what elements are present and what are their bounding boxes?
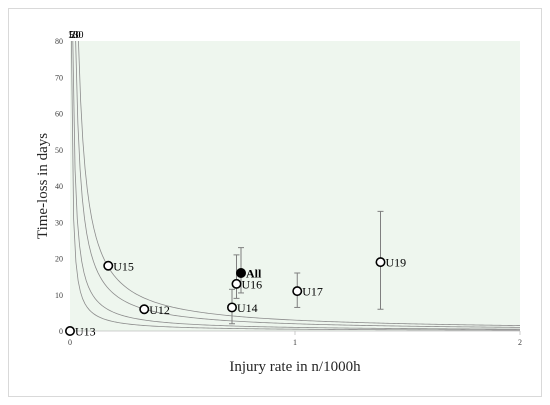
isoline-label-5: 5: [69, 30, 74, 41]
point-U19: [375, 257, 386, 268]
x-tick-label: 1: [293, 338, 297, 347]
isoline-label-20: 20: [71, 30, 81, 41]
y-tick-label: 10: [55, 291, 63, 300]
y-tick-label: 20: [55, 255, 63, 264]
point-label-All: All: [246, 267, 262, 281]
isoline-10: [72, 40, 521, 330]
isoline-label-10: 10: [68, 30, 78, 41]
point-label-U13: U13: [75, 325, 96, 339]
y-tick-label: 30: [55, 218, 63, 227]
isoline-5: [71, 40, 520, 331]
x-tick-label: 2: [518, 338, 522, 347]
point-U15: [103, 260, 114, 271]
axes-group: 0 10 20 30 40 50 60 70 80 0 1 2: [55, 37, 522, 347]
point-U14: [227, 302, 238, 313]
y-tick-label: 0: [59, 327, 63, 336]
y-axis-title: Time-loss in days: [35, 133, 51, 239]
x-axis-title: Injury rate in n/1000h: [229, 359, 361, 375]
point-label-U15: U15: [113, 259, 134, 273]
point-label-U14: U14: [237, 301, 258, 315]
y-tick-label: 80: [55, 37, 63, 46]
plot-area: [70, 41, 520, 331]
y-tick-label: 40: [55, 182, 63, 191]
point-All: [236, 267, 247, 278]
isoline-30: [78, 40, 521, 326]
point-label-U19: U19: [386, 256, 407, 270]
point-label-U12: U12: [149, 303, 170, 317]
point-U13: [65, 325, 76, 336]
x-tick-label: 0: [68, 338, 72, 347]
isoline-label-30: 30: [73, 30, 83, 41]
y-tick-label: 70: [55, 73, 63, 82]
y-tick-label: 60: [55, 110, 63, 119]
point-U17: [292, 286, 303, 297]
point-label-U16: U16: [242, 277, 263, 291]
point-U12: [139, 304, 150, 315]
point-U16: [231, 278, 242, 289]
y-tick-label: 50: [55, 146, 63, 155]
isoline-20: [75, 40, 521, 328]
point-label-U17: U17: [302, 285, 323, 299]
